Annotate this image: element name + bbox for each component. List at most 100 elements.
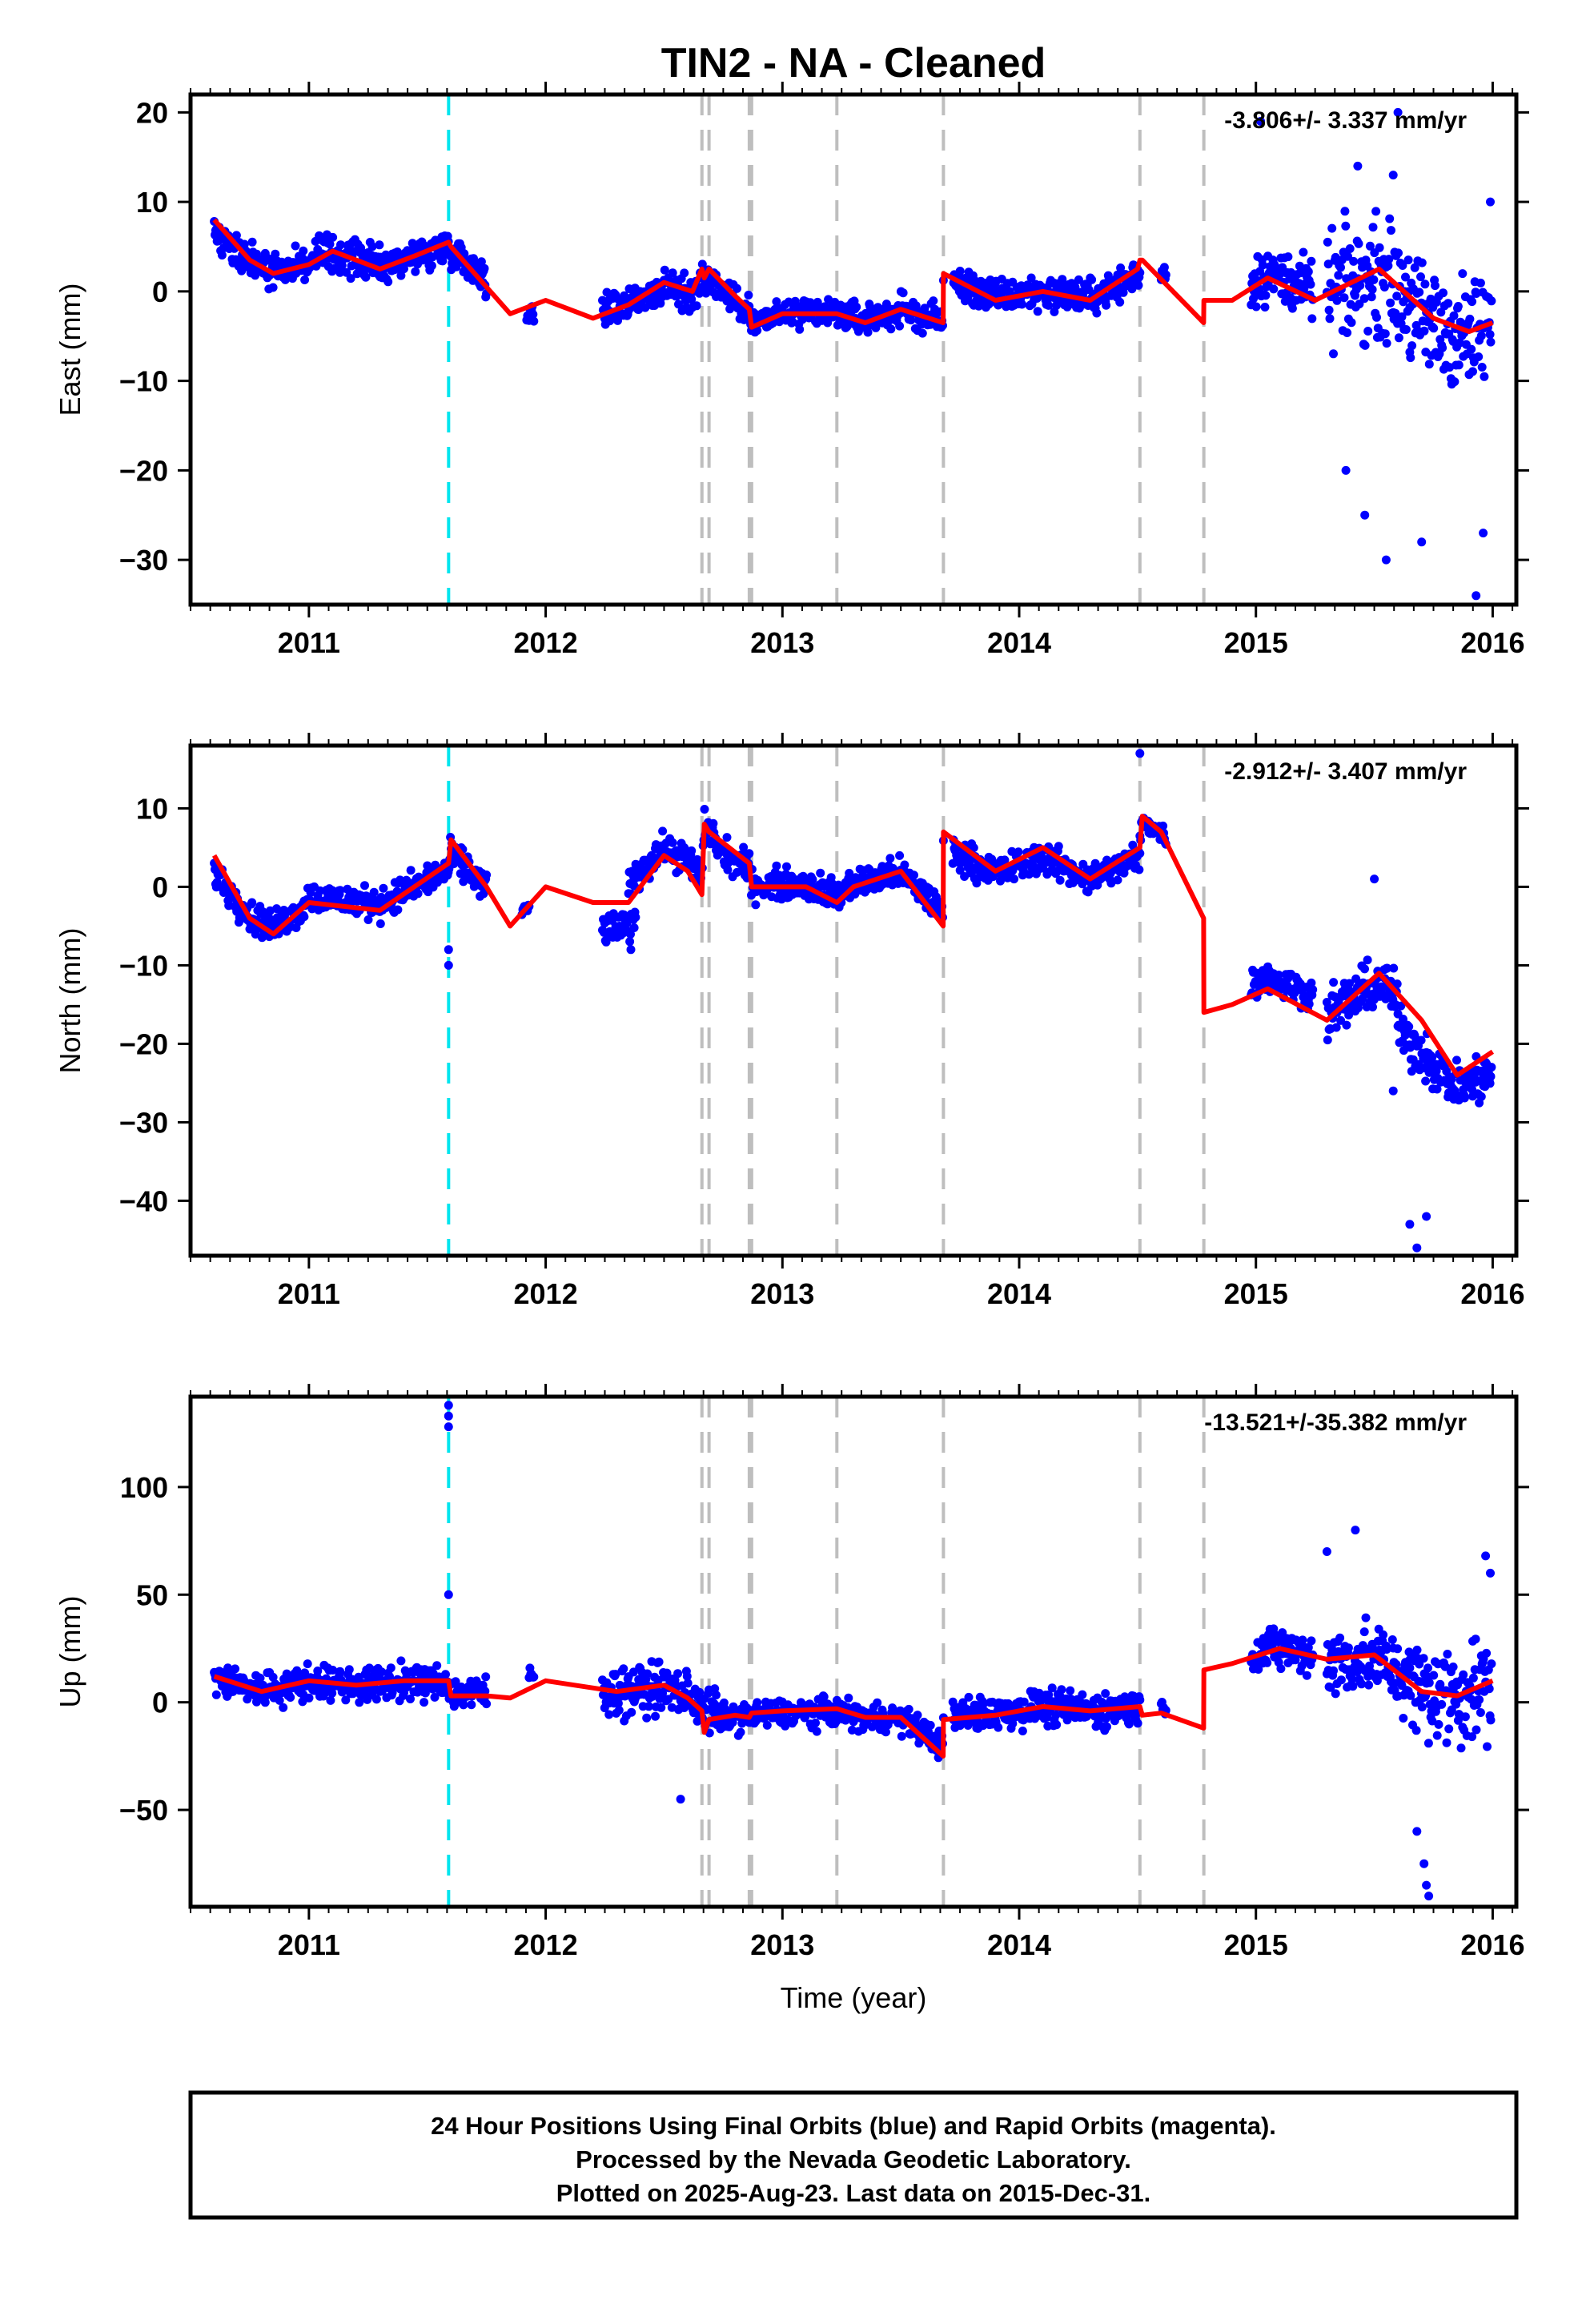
data-point [1303,267,1313,276]
data-point [960,872,970,881]
data-point [335,267,345,277]
data-point [1331,1023,1341,1032]
data-point [1379,1630,1388,1639]
data-point [682,1671,692,1681]
data-point [1416,1035,1426,1045]
data-point [369,887,379,897]
data-point [444,1411,453,1421]
data-point [480,1687,490,1696]
data-point [1345,979,1354,988]
data-point [1410,263,1419,272]
data-point [1307,256,1316,266]
data-point [626,930,635,939]
data-point [327,1688,337,1698]
data-point [782,862,791,871]
data-point [1303,1642,1313,1652]
data-point [1412,1645,1422,1655]
data-point [674,300,683,309]
x-tick-label: 2015 [1224,626,1288,659]
data-point [1383,963,1392,973]
data-point [385,1671,394,1681]
data-point [611,1670,620,1679]
y-tick-label: 0 [152,870,168,903]
model-line [213,1646,1494,1759]
data-point [1476,278,1485,287]
y-axis-label: East (mm) [54,283,86,416]
data-point [286,1693,295,1702]
data-point [303,1659,312,1669]
y-tick-label: 50 [136,1578,168,1611]
data-point [239,239,249,249]
data-point [1403,255,1413,265]
data-point [231,231,241,240]
data-point [1371,207,1381,216]
data-point [1417,1703,1427,1712]
data-point [1363,327,1373,336]
data-point [895,850,905,860]
data-point [1382,339,1391,348]
data-point [1415,287,1424,297]
data-point [1078,1690,1087,1699]
data-point [1427,1053,1437,1062]
data-point [1102,300,1111,310]
data-point [1486,197,1495,207]
data-point [1329,1666,1338,1675]
data-point [1161,270,1170,279]
data-point [1353,161,1363,171]
data-point [1134,865,1144,875]
up-panel: 2011 2012 2013 2014 2015 2016 100 50 0 −50 Up (mm)… [54,1384,1529,2014]
data-point [819,1692,829,1702]
data-point [1347,1675,1357,1683]
data-point [1389,963,1399,973]
data-point [299,246,308,255]
data-point [1307,314,1317,324]
data-point [1365,241,1375,251]
data-point [1260,303,1270,312]
x-tick-label: 2014 [987,626,1051,659]
data-point [1384,255,1394,264]
y-tick-label: 10 [136,186,168,219]
data-point [979,1699,989,1708]
data-point [1124,1719,1134,1729]
data-point [692,301,701,311]
data-point [476,257,486,267]
data-point [1460,1712,1470,1722]
data-point [881,1727,890,1737]
data-point [1307,978,1316,987]
data-point [1412,1243,1422,1252]
data-point [865,302,875,312]
data-point [1135,749,1145,758]
data-point [336,240,345,250]
data-point [406,1695,415,1703]
data-point [826,873,836,883]
data-point [613,316,622,325]
x-tick-label: 2011 [278,626,340,659]
data-point [1427,1716,1437,1726]
data-point [444,945,453,955]
data-point [328,1666,338,1675]
data-point [482,870,492,879]
data-point [811,1719,820,1727]
data-point [1487,1063,1496,1072]
data-point [723,865,733,875]
data-point [687,295,697,304]
data-point [1370,875,1379,884]
data-point [1283,252,1293,262]
data-point [604,1710,614,1719]
data-point [644,1702,653,1711]
data-point [247,237,257,247]
y-tick-label: −20 [119,1027,168,1060]
data-point [304,1693,314,1703]
data-point [1401,272,1410,282]
data-point [255,1674,265,1683]
x-tick-label: 2012 [514,1928,578,1961]
data-point [1379,283,1389,292]
data-point [1302,1671,1311,1680]
data-point [1331,1689,1340,1699]
data-point [1326,1683,1335,1692]
data-point [1397,312,1407,322]
data-point [823,318,833,328]
data-point [1387,1635,1397,1644]
data-point [1018,1727,1027,1735]
